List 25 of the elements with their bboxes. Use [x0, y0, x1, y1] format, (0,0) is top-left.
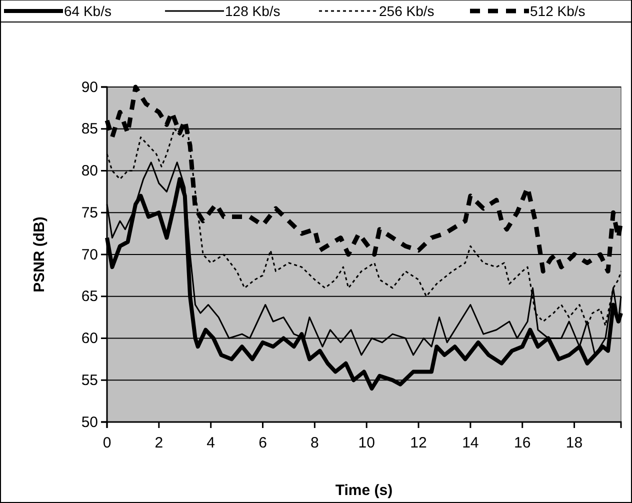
x-tick-label: 0 [102, 434, 112, 452]
legend-label: 128 Kb/s [225, 3, 280, 19]
legend-label: 512 Kb/s [530, 3, 586, 19]
x-tick-label: 16 [514, 434, 531, 452]
y-tick-label: 85 [81, 120, 98, 138]
x-tick-label: 18 [566, 434, 583, 452]
y-axis-title: PSNR (dB) [31, 216, 48, 292]
x-tick-label: 12 [410, 434, 427, 452]
x-tick-label: 8 [310, 434, 319, 452]
y-tick-label: 55 [81, 372, 98, 389]
y-tick-label: 70 [81, 246, 98, 264]
y-tick-label: 65 [81, 288, 98, 306]
x-tick-label: 6 [258, 434, 267, 452]
x-tick-label: 2 [154, 434, 164, 452]
x-axis-title: Time (s) [335, 482, 393, 499]
y-tick-label: 80 [81, 162, 98, 180]
y-tick-label: 50 [81, 414, 98, 431]
x-tick-label: 10 [358, 434, 375, 452]
y-tick-label: 75 [81, 204, 98, 222]
y-tick-label: 60 [81, 330, 98, 348]
legend-label: 256 Kb/s [379, 3, 434, 19]
x-tick-label: 14 [462, 434, 479, 452]
x-tick-label: 4 [206, 434, 216, 452]
y-tick-label: 90 [81, 78, 98, 96]
legend-label: 64 Kb/s [64, 3, 112, 19]
